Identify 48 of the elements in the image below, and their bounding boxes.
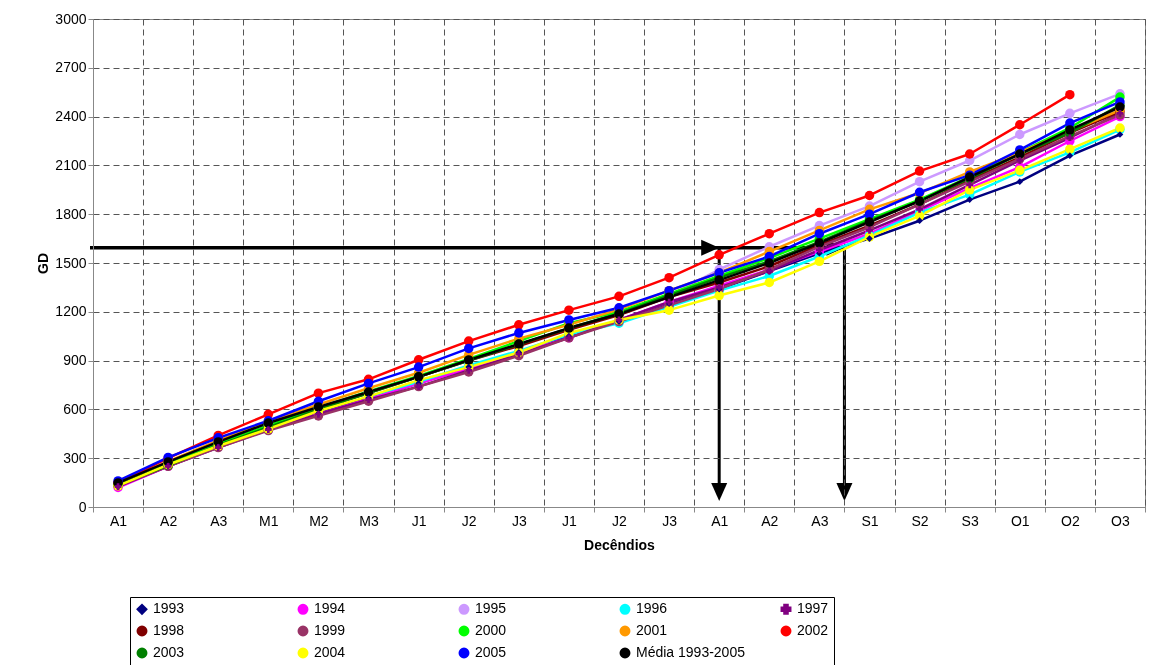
- x-tick-label: S3: [961, 512, 979, 529]
- y-tick-label: 600: [63, 400, 87, 417]
- x-tick-label: O3: [1111, 512, 1130, 529]
- y-tick-label: 300: [63, 449, 87, 466]
- y-tick-label: 900: [63, 352, 87, 369]
- x-tick-label: M3: [359, 512, 379, 529]
- legend-label: 2004: [314, 644, 346, 660]
- x-tick-label: J1: [562, 512, 578, 529]
- y-axis-title: GD: [35, 253, 52, 274]
- x-tick-label: J2: [612, 512, 628, 529]
- x-tick-label: J3: [511, 512, 527, 529]
- y-tick-label: 1800: [55, 205, 87, 222]
- legend-label: 1999: [314, 622, 346, 638]
- legend-label: 1996: [636, 600, 668, 617]
- x-tick-label: A1: [711, 512, 729, 529]
- y-tick-label: 2700: [55, 59, 87, 76]
- x-tick-label: A1: [109, 512, 128, 529]
- x-tick-label: O2: [1061, 512, 1080, 529]
- x-tick-label: S2: [911, 512, 929, 529]
- x-tick-label: A2: [761, 512, 779, 529]
- x-tick-label: J1: [411, 512, 427, 529]
- x-tick-label: A3: [811, 512, 829, 529]
- y-tick-label: 1500: [55, 254, 87, 271]
- legend-label: 1998: [153, 622, 185, 638]
- y-tick-label: 2400: [55, 108, 87, 125]
- y-tick-label: 3000: [55, 10, 87, 27]
- legend-label: 2005: [475, 644, 507, 660]
- x-tick-label: A2: [160, 512, 178, 529]
- legend-label: 1993: [153, 600, 185, 617]
- legend-label: 1994: [314, 600, 346, 617]
- legend-label: 2002: [797, 622, 829, 638]
- x-tick-label: A3: [210, 512, 228, 529]
- legend-label: 2000: [475, 622, 507, 638]
- legend-label: 1995: [475, 600, 507, 617]
- x-tick-label: J2: [461, 512, 477, 529]
- legend-label: Média 1993-2005: [636, 644, 746, 660]
- x-tick-label: J3: [662, 512, 678, 529]
- legend-label: 2003: [153, 644, 185, 660]
- y-tick-label: 2100: [55, 156, 87, 173]
- x-tick-label: M1: [259, 512, 279, 529]
- y-tick-label: 0: [78, 498, 87, 515]
- x-axis-title: Decêndios: [584, 536, 656, 553]
- y-tick-label: 1200: [55, 303, 87, 320]
- x-tick-label: O1: [1010, 512, 1030, 529]
- legend-label: 1997: [797, 600, 829, 617]
- x-tick-label: S1: [861, 512, 879, 529]
- x-tick-label: M2: [309, 512, 329, 529]
- legend-label: 2001: [636, 622, 668, 638]
